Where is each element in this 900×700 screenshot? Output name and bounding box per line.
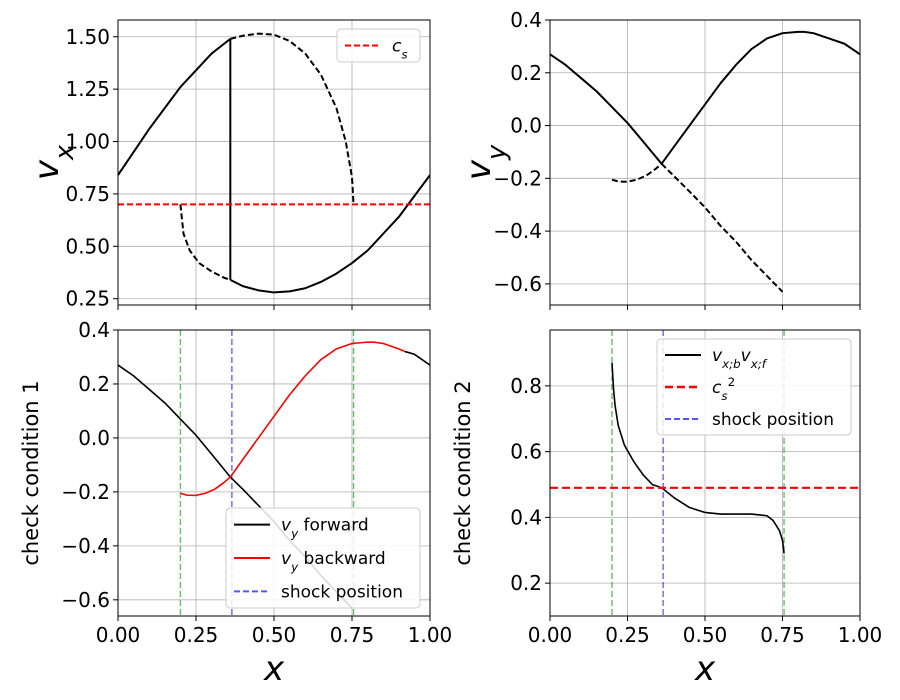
x-tick-label: 1.00	[408, 623, 453, 647]
series-line	[660, 163, 784, 293]
text-part: v	[712, 346, 723, 366]
y-tick-label: 0.6	[510, 440, 542, 464]
y-tick-label: −0.2	[493, 166, 542, 190]
series-line	[229, 174, 430, 294]
y-tick-label: −0.2	[61, 480, 110, 504]
y-tick-label: 0.0	[78, 426, 110, 450]
series-line	[660, 30, 860, 165]
legend-label: vy backward	[281, 549, 386, 574]
series-line	[404, 350, 430, 366]
legend-box	[225, 507, 421, 609]
x-tick-label: 0.75	[330, 623, 375, 647]
text-part: v	[281, 516, 292, 536]
text-part: forward	[298, 516, 369, 536]
series-line	[230, 32, 355, 205]
y-tick-label: 0.4	[78, 318, 110, 342]
series-line	[179, 204, 231, 281]
y-tick-label: −0.4	[61, 534, 110, 558]
y-tick-label: −0.6	[493, 272, 542, 296]
text-part: y	[482, 144, 512, 161]
panel-check-condition-1: 0.00 0.25 0.50 0.75 1.00 −0.6 −0.4 −0.2 0.0 0.2 0.…	[19, 318, 452, 689]
series-line	[118, 38, 231, 176]
y-tick-label: 0.8	[510, 374, 542, 398]
y-tick-label: 0.2	[510, 61, 542, 85]
y-tick-label: 1.25	[65, 77, 110, 101]
text-part: s	[721, 389, 727, 403]
text-part: shock position	[281, 582, 403, 602]
legend-label: shock position	[281, 582, 403, 602]
y-axis-label: check condition 1	[19, 380, 43, 565]
x-tick-label: 0.50	[683, 623, 728, 647]
legend-box	[336, 28, 421, 63]
text-part: shock position	[712, 410, 834, 430]
series-line	[550, 53, 663, 165]
x-tick-label: 0.00	[528, 623, 573, 647]
y-tick-label: 0.2	[78, 372, 110, 396]
x-axis-label: x	[263, 649, 285, 689]
text-part: c	[712, 378, 722, 398]
text-part: v	[27, 159, 67, 180]
panel-vy: −0.6 −0.4 −0.2 0.0 0.2 0.4 vy	[459, 8, 861, 310]
text-part: y	[290, 527, 299, 541]
text-part: backward	[298, 549, 386, 569]
text-part: v	[459, 159, 499, 180]
y-tick-label: 0.4	[510, 8, 542, 32]
legend-label: cs	[392, 37, 408, 62]
text-part: c	[392, 37, 402, 57]
panel-check-condition-2: 0.00 0.25 0.50 0.75 1.00 0.2 0.4 0.6 0.8 check co…	[451, 329, 883, 689]
y-tick-label: 1.00	[65, 130, 110, 154]
y-tick-label: −0.6	[61, 588, 110, 612]
legend-label: shock position	[712, 410, 834, 430]
text-part: 2	[728, 375, 736, 389]
text-part: x	[50, 144, 80, 161]
x-axis-label: x	[694, 649, 716, 689]
legend-box	[656, 338, 852, 436]
series-line	[180, 341, 406, 497]
x-tick-label: 1.00	[838, 623, 883, 647]
y-tick-label: 0.25	[65, 287, 110, 311]
series-line	[611, 163, 663, 183]
x-tick-label: 0.25	[174, 623, 219, 647]
y-tick-label: 0.75	[65, 182, 110, 206]
y-tick-label: 1.50	[65, 25, 110, 49]
text-part: v	[741, 346, 752, 366]
y-axis-label: check condition 2	[451, 380, 475, 565]
text-part: v	[281, 549, 292, 569]
y-tick-label: 0.50	[65, 234, 110, 258]
y-tick-label: 0.0	[510, 114, 542, 138]
x-tick-label: 0.50	[252, 623, 297, 647]
legend-label: vx;bvx;f	[712, 346, 768, 371]
text-part: x;b	[721, 357, 741, 371]
legend-label: cs2	[712, 375, 735, 403]
text-part: s	[401, 48, 407, 62]
y-axis-label: vy	[459, 144, 512, 180]
y-tick-label: −0.4	[493, 219, 542, 243]
x-tick-label: 0.25	[605, 623, 650, 647]
text-part: x;f	[750, 357, 768, 371]
x-tick-label: 0.75	[760, 623, 805, 647]
x-tick-label: 0.00	[96, 623, 141, 647]
text-part: y	[290, 560, 299, 574]
legend-label: vy forward	[281, 516, 369, 541]
series-line	[611, 362, 785, 554]
panel-vx: 0.25 0.50 0.75 1.00 1.25 1.50 vx cs	[27, 19, 431, 311]
y-tick-label: 0.4	[510, 505, 542, 529]
y-tick-label: 0.2	[510, 571, 542, 595]
y-axis-label: vx	[27, 144, 80, 180]
